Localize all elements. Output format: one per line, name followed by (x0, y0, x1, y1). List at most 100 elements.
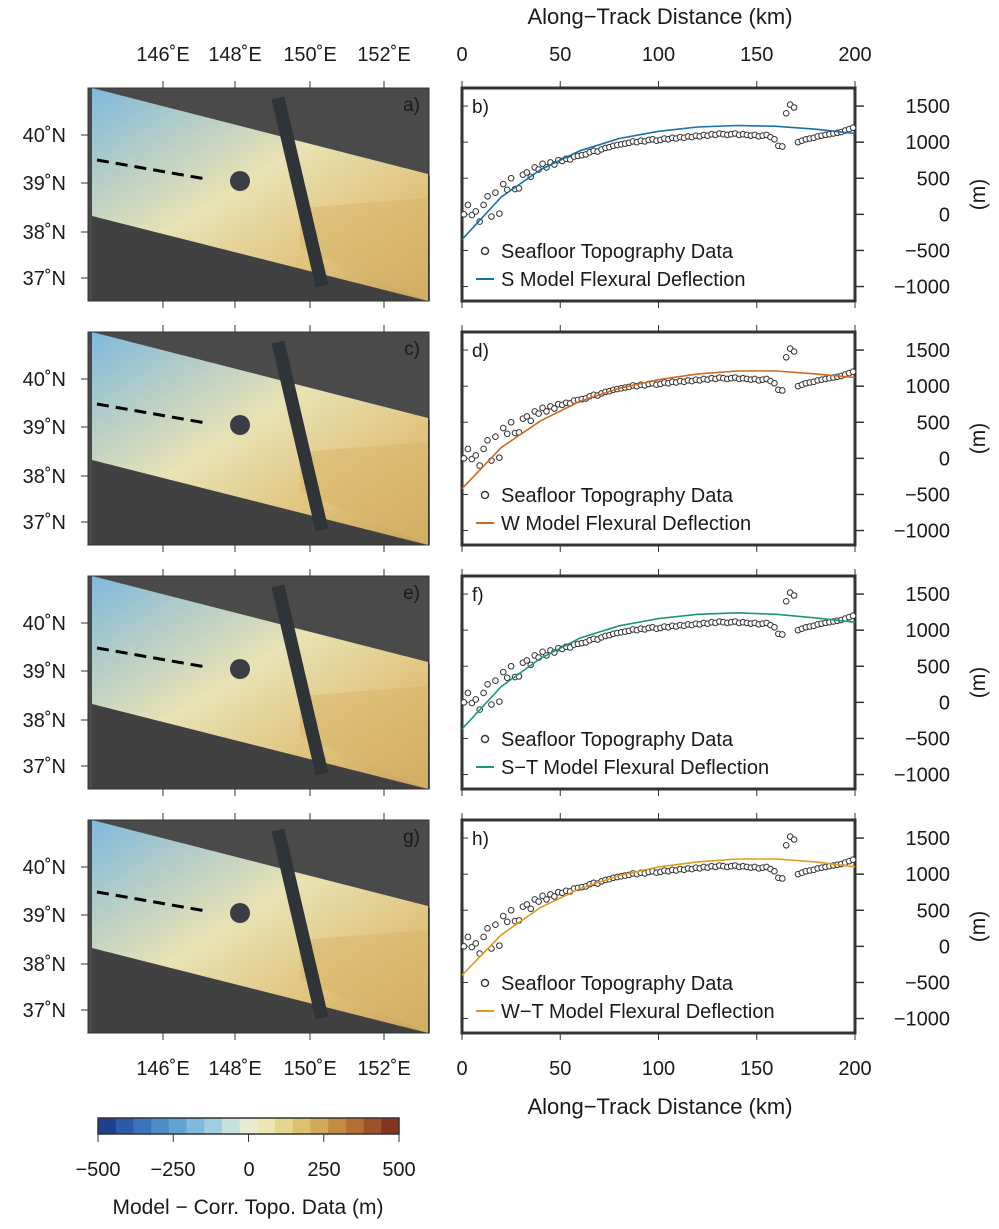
profile-plot: 1500 1000 500 0 −500 −1000 (m) h) Seafloor Topog… (460, 813, 990, 1040)
trench-band (271, 584, 329, 776)
topo-point (464, 201, 472, 209)
topo-point (464, 445, 472, 453)
topo-point (523, 169, 531, 176)
topo-point (468, 455, 476, 463)
colorbar-swatch (275, 1118, 294, 1134)
topo-point (790, 104, 798, 111)
lat-tick-label: 38˚N (23, 466, 66, 488)
topo-point (507, 174, 515, 182)
colorbar-ticks: −500 −250 0 250 500 (75, 1159, 415, 1181)
x-tick-label: 0 (456, 44, 467, 66)
topo-point (771, 623, 778, 631)
y-tick-label: 1000 (906, 864, 951, 886)
plot-frame (460, 330, 857, 547)
topo-point (496, 698, 503, 705)
colorbar-swatch (381, 1118, 400, 1134)
topo-point (496, 942, 503, 949)
legend-model-label: S Model Flexural Deflection (501, 269, 746, 291)
topo-point (539, 404, 546, 412)
topo-point (499, 424, 507, 432)
top-x-ticks: 0 50 100 150 200 (456, 44, 871, 66)
colorbar-tick: 500 (382, 1159, 415, 1181)
x-tick-label: 50 (549, 1058, 571, 1080)
topo-point (778, 875, 786, 882)
topo-point (782, 109, 790, 117)
y-tick-label: 0 (939, 204, 950, 226)
colorbar-tick: −250 (150, 1159, 195, 1181)
topo-point (488, 701, 495, 708)
colorbar-swatch (363, 1118, 382, 1134)
x-tick-label: 0 (456, 1058, 467, 1080)
seamount-mark (230, 171, 250, 191)
map-swath-east (300, 686, 428, 789)
topo-point (790, 592, 798, 599)
y-tick-label: 1000 (906, 620, 951, 642)
seamount-mark (230, 903, 250, 923)
top-xlabel: Along−Track Distance (km) (527, 4, 792, 29)
legend-data-label: Seafloor Topography Data (501, 241, 734, 263)
lon-tick: 150˚E (283, 1058, 336, 1080)
map-swath-east (300, 198, 428, 301)
topo-point (496, 454, 503, 461)
lon-tick: 146˚E (136, 1058, 189, 1080)
topo-point (503, 674, 511, 682)
y-tick-label: 500 (917, 168, 950, 190)
legend-model-label: S−T Model Flexural Deflection (501, 757, 769, 779)
panel-row: a) 40˚N 39˚N 38˚N 37˚N 1500 1000 500 0 −500 −1000 (… (23, 81, 990, 308)
trench-band (271, 828, 329, 1020)
lon-tick: 146˚E (136, 44, 189, 66)
lat-tick-label: 37˚N (23, 756, 66, 778)
topo-point (503, 918, 511, 926)
y-tick-label: −500 (905, 240, 950, 262)
lat-tick-label: 40˚N (23, 857, 66, 879)
legend-data-symbol (480, 246, 490, 256)
colorbar (97, 1117, 400, 1142)
legend-data-symbol (480, 490, 490, 500)
lon-tick: 148˚E (208, 44, 261, 66)
y-tick-label: −1000 (894, 277, 950, 299)
topo-point (849, 124, 857, 132)
map-panel: g) 40˚N 39˚N 38˚N 37˚N (23, 813, 430, 1040)
plot-panel-label: b) (472, 97, 489, 118)
bottom-x-ticks: 0 50 100 150 200 (456, 1058, 871, 1080)
panel-row: e) 40˚N 39˚N 38˚N 37˚N 1500 1000 500 0 −500 −1000 (… (23, 569, 990, 796)
colorbar-swatch (292, 1118, 311, 1134)
map-panel-label: a) (403, 95, 420, 116)
map-panel-label: c) (404, 339, 420, 360)
topo-point (460, 211, 468, 218)
colorbar-label: Model − Corr. Topo. Data (m) (113, 1196, 384, 1219)
colorbar-swatch (168, 1118, 188, 1134)
colorbar-swatch (204, 1118, 223, 1134)
topo-point (468, 699, 476, 707)
y-axis-label: (m) (967, 911, 990, 942)
model-curve (461, 611, 856, 730)
topo-point (472, 696, 480, 703)
plot-frame (460, 818, 857, 1035)
topo-point (527, 417, 535, 425)
legend-data-symbol (480, 978, 490, 988)
model-curve (461, 124, 856, 241)
colorbar-swatch (115, 1118, 134, 1134)
topo-point (782, 353, 790, 361)
colorbar-tick: 0 (243, 1159, 254, 1181)
x-tick-label: 200 (838, 1058, 871, 1080)
topo-point (480, 201, 487, 209)
topo-point (468, 211, 476, 219)
colorbar-swatch (310, 1118, 329, 1134)
topo-point (464, 933, 472, 941)
y-tick-label: 0 (939, 692, 950, 714)
topo-point (535, 410, 542, 417)
topo-point (771, 135, 778, 143)
map-swath-east (300, 442, 428, 545)
legend-model-label: W Model Flexural Deflection (501, 513, 751, 535)
topo-point (849, 368, 857, 376)
topo-point (543, 408, 550, 415)
map-panel: c) 40˚N 39˚N 38˚N 37˚N (23, 325, 430, 552)
colorbar-swatch (239, 1118, 258, 1134)
lat-tick-label: 37˚N (23, 1000, 66, 1022)
topo-point (464, 689, 472, 697)
x-tick-label: 200 (838, 44, 871, 66)
topo-point (499, 180, 507, 188)
legend-data-label: Seafloor Topography Data (501, 485, 734, 507)
topo-point (527, 905, 535, 913)
